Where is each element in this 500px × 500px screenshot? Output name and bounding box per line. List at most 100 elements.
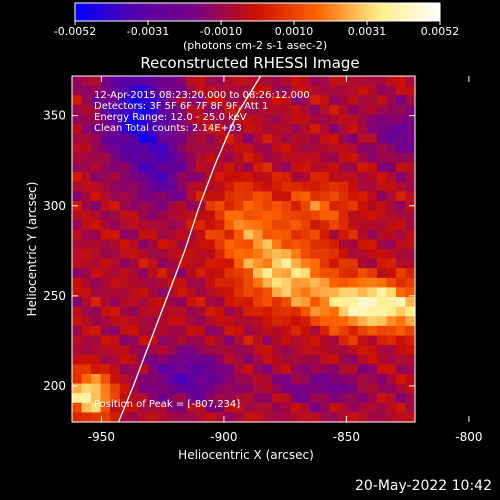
heatmap-cell <box>253 297 264 308</box>
heatmap-cell <box>338 133 349 144</box>
heatmap-cell <box>272 85 283 96</box>
heatmap-cell <box>186 297 197 308</box>
y-axis-label: Heliocentric Y (arcsec) <box>25 182 39 317</box>
heatmap-cell <box>148 239 159 250</box>
heatmap-cell <box>91 114 102 125</box>
heatmap-cell <box>338 210 349 221</box>
heatmap-cell <box>367 210 378 221</box>
heatmap-cell <box>186 393 197 404</box>
heatmap-cell <box>167 85 178 96</box>
colorbar-tick-label: -0.0010 <box>200 25 242 38</box>
heatmap-cell <box>148 172 159 183</box>
heatmap-cell <box>348 133 359 144</box>
heatmap-cell <box>129 325 140 337</box>
heatmap-cell <box>300 297 311 308</box>
heatmap-cell <box>195 104 206 116</box>
heatmap-cell <box>395 383 407 394</box>
heatmap-cell <box>300 364 311 375</box>
heatmap-cell <box>272 114 283 125</box>
heatmap-cell <box>129 229 140 240</box>
heatmap-cell <box>81 220 92 231</box>
heatmap-cell <box>386 345 397 356</box>
heatmap-cell <box>167 402 178 413</box>
heatmap-cell <box>357 172 368 183</box>
heatmap-cell <box>386 325 397 337</box>
annotation-block: 12-Apr-2015 08:23:20.000 to 08:26:12.000… <box>94 90 310 134</box>
heatmap-cell <box>186 181 197 192</box>
heatmap-cell <box>110 200 121 212</box>
heatmap-cell <box>186 200 197 212</box>
colorbar-ticks: -0.0052 -0.0031 -0.0010 0.0010 0.0031 0.0052 <box>54 21 459 38</box>
heatmap-cell <box>214 258 226 269</box>
heatmap-cell <box>176 85 187 96</box>
heatmap-cell <box>214 287 226 298</box>
heatmap-cell <box>348 297 359 308</box>
heatmap-cell <box>176 114 187 125</box>
heatmap-cell <box>157 402 168 413</box>
heatmap-cell <box>376 325 388 337</box>
heatmap-cell <box>195 412 206 423</box>
heatmap-cell <box>148 95 159 106</box>
heatmap-cell <box>319 76 330 87</box>
heatmap-cell <box>338 220 349 231</box>
heatmap-cell <box>395 200 407 212</box>
heatmap-cell <box>357 133 368 144</box>
heatmap-cell <box>348 220 359 231</box>
heatmap-cell <box>319 200 330 212</box>
heatmap-cell <box>395 220 407 231</box>
heatmap-cell <box>195 402 206 413</box>
heatmap-cell <box>205 373 216 385</box>
heatmap-cell <box>253 124 264 135</box>
heatmap-cell <box>395 345 407 356</box>
heatmap-cell <box>262 143 273 154</box>
heatmap-cell <box>81 335 92 346</box>
heatmap-cell <box>253 239 264 250</box>
heatmap-cell <box>348 412 359 423</box>
heatmap-cell <box>138 306 149 317</box>
heatmap-cell <box>281 249 292 260</box>
heatmap-cell <box>376 229 388 240</box>
heatmap-cell <box>405 354 416 365</box>
heatmap-cell <box>81 412 92 423</box>
heatmap-cell <box>195 181 206 192</box>
heatmap-cell <box>72 76 83 87</box>
heatmap-cell <box>157 306 168 317</box>
heatmap-cell <box>386 133 397 144</box>
heatmap-cell <box>338 354 349 365</box>
heatmap-cell <box>138 104 149 116</box>
heatmap-cell <box>224 335 235 346</box>
heatmap-cell <box>367 268 378 279</box>
heatmap-cell <box>357 393 368 404</box>
heatmap-cell <box>176 354 187 365</box>
heatmap-cell <box>300 335 311 346</box>
colorbar-tick-label: -0.0031 <box>127 25 169 38</box>
heatmap-cell <box>224 412 235 423</box>
heatmap-cell <box>281 306 292 317</box>
heatmap-cell <box>157 345 168 356</box>
heatmap-cell <box>186 104 197 116</box>
heatmap-cell <box>386 200 397 212</box>
heatmap-cell <box>300 76 311 87</box>
heatmap-cell <box>129 364 140 375</box>
heatmap-cell <box>148 191 159 202</box>
heatmap-cell <box>319 124 330 135</box>
heatmap-cell <box>338 200 349 212</box>
heatmap-cell <box>72 258 83 269</box>
heatmap-cell <box>310 191 321 202</box>
y-tick-label: 350 <box>43 109 66 123</box>
heatmap-cell <box>291 124 302 135</box>
heatmap-cell <box>81 383 92 394</box>
heatmap-cell <box>348 191 359 202</box>
heatmap-cell <box>157 229 168 240</box>
heatmap-cell <box>119 76 130 87</box>
heatmap-cell <box>148 124 159 135</box>
heatmap-cell <box>205 316 216 327</box>
heatmap-cell <box>233 383 245 394</box>
heatmap-cell <box>405 268 416 279</box>
heatmap-cell <box>176 277 187 289</box>
heatmap-cell <box>243 393 254 404</box>
heatmap-cell <box>300 114 311 125</box>
heatmap-cell <box>186 335 197 346</box>
heatmap-cell <box>195 114 206 125</box>
heatmap-cell <box>272 152 283 164</box>
